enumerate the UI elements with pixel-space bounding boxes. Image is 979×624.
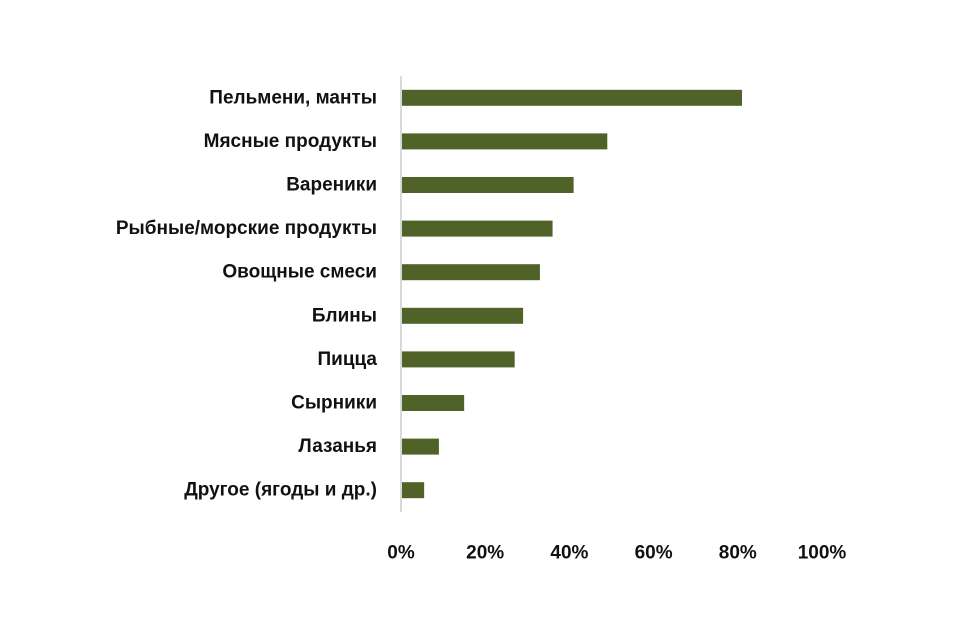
category-label: Рыбные/морские продукты: [116, 218, 377, 239]
category-labels-group: Пельмени, манты Мясные продукты Вареники Ры…: [116, 87, 378, 500]
bars-group: [402, 89, 743, 499]
x-tick-label: 100%: [798, 543, 847, 564]
bar: [402, 133, 608, 150]
category-label: Вареники: [286, 175, 377, 196]
bar: [402, 177, 574, 193]
category-label: Лазанья: [298, 436, 377, 457]
bar: [402, 351, 515, 368]
bar: [402, 482, 425, 499]
x-tick-label: 20%: [466, 543, 504, 564]
x-tick-label: 60%: [635, 543, 673, 564]
x-tick-label: 0%: [387, 543, 415, 564]
bar: [402, 395, 465, 411]
category-label: Пельмени, манты: [209, 87, 377, 108]
bar: [402, 307, 524, 324]
x-tick-label: 40%: [550, 543, 588, 564]
bar: [402, 438, 439, 455]
category-label: Блины: [312, 305, 377, 326]
category-label: Мясные продукты: [204, 131, 377, 152]
category-label: Пицца: [318, 349, 378, 370]
category-label: Сырники: [291, 393, 377, 414]
category-label: Овощные смеси: [222, 262, 377, 283]
bar: [402, 89, 743, 106]
category-label: Другое (ягоды и др.): [184, 480, 377, 501]
bar: [402, 264, 540, 281]
x-tick-labels-group: 0% 20% 40% 60% 80% 100%: [387, 543, 846, 564]
x-tick-label: 80%: [719, 543, 757, 564]
bar: [402, 220, 553, 237]
